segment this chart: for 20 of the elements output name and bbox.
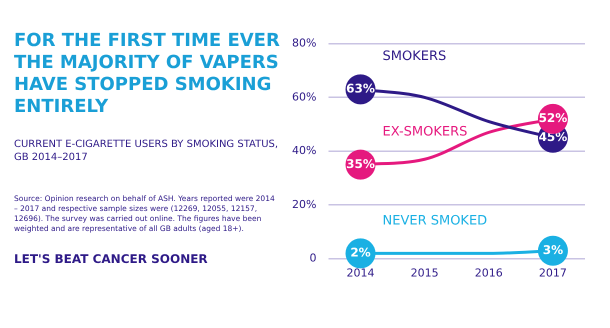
x-tick-label: 2015 bbox=[410, 266, 439, 280]
data-label: 35% bbox=[346, 156, 375, 171]
y-tick-label: 80% bbox=[292, 36, 316, 50]
x-tick-label: 2017 bbox=[538, 266, 567, 280]
x-tick-label: 2016 bbox=[474, 266, 503, 280]
y-tick-label: 0 bbox=[309, 252, 316, 265]
data-label: 52% bbox=[538, 111, 568, 126]
series-label: SMOKERS bbox=[382, 49, 446, 64]
y-tick-label: 40% bbox=[292, 144, 316, 158]
text: LET'S BEAT CANCER SOONER bbox=[14, 252, 209, 266]
series-label: EX-SMOKERS bbox=[382, 124, 468, 140]
y-tick-label: 20% bbox=[292, 198, 316, 211]
data-label: 63% bbox=[346, 81, 375, 96]
text: CURRENT E-CIGARETTE USERS BY SMOKING STATUS, GB 2014–2017 bbox=[14, 138, 280, 164]
y-tick-label: 60% bbox=[292, 90, 316, 104]
data-label: 2% bbox=[350, 246, 371, 260]
x-tick-label: 2014 bbox=[346, 266, 375, 280]
text: FOR THE FIRST TIME EVER THE MAJORITY OF VAPERS HAVE STOPPED SMOKING ENTIRELY bbox=[14, 30, 280, 118]
data-label: 3% bbox=[542, 242, 564, 257]
series-label: NEVER SMOKED bbox=[382, 213, 488, 228]
